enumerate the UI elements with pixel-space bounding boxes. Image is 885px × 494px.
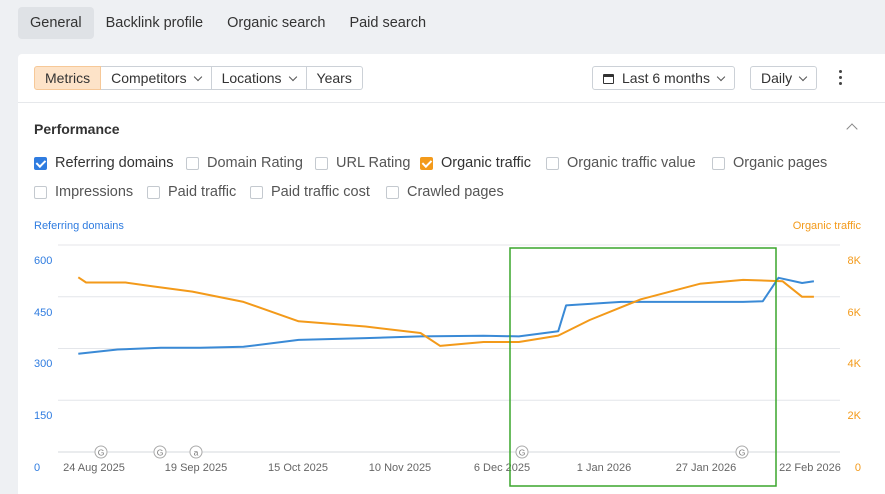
x-tick-label: 15 Oct 2025	[268, 462, 328, 474]
x-tick-label: 27 Jan 2026	[676, 462, 737, 474]
locations-dropdown[interactable]: Locations	[211, 66, 307, 90]
years-label: Years	[316, 70, 352, 86]
chart-toolbar: Metrics Competitors Locations Years Last…	[18, 54, 885, 103]
referring-domains-line	[78, 276, 815, 355]
years-button[interactable]: Years	[306, 66, 363, 90]
checkbox-box[interactable]	[34, 156, 47, 170]
annotation-marker	[189, 445, 203, 459]
tab-organic-search[interactable]: Organic search	[227, 15, 326, 31]
locations-label: Locations	[221, 70, 282, 86]
checkbox-box[interactable]	[546, 156, 559, 170]
checkbox-label: Paid traffic cost	[271, 184, 370, 200]
view-segment-control: Metrics Competitors Locations Years	[34, 66, 363, 90]
x-tick-label: 19 Sep 2025	[165, 462, 227, 474]
left-tick-label: 600	[34, 255, 52, 267]
date-range-dropdown[interactable]: Last 6 months	[592, 66, 735, 90]
competitors-label: Competitors	[111, 70, 187, 86]
x-tick-label: 24 Aug 2025	[63, 462, 125, 474]
annotation-marker	[94, 445, 108, 459]
checkbox-box[interactable]	[147, 185, 160, 199]
left-tick-label: 150	[34, 410, 52, 422]
annotation-marker-label: G	[739, 448, 746, 458]
checkbox-box[interactable]	[386, 185, 399, 199]
checkbox-referring-domains[interactable]: Referring domains	[34, 153, 173, 173]
checkbox-label: Organic pages	[733, 155, 828, 171]
checkbox-label: Impressions	[55, 184, 134, 200]
right-axis-title: Organic traffic	[792, 220, 861, 232]
right-tick-label: 2K	[848, 410, 862, 422]
tab-paid-search[interactable]: Paid search	[349, 15, 427, 31]
x-tick-label: 6 Dec 2025	[474, 462, 530, 474]
checkbox-url-rating[interactable]: URL Rating	[315, 153, 410, 173]
metrics-label: Metrics	[45, 70, 91, 86]
report-tabs: General Backlink profile Organic search …	[18, 7, 438, 39]
x-tick-label: 22 Feb 2026	[779, 462, 841, 474]
right-tick-label: 6K	[848, 307, 862, 319]
checkbox-box[interactable]	[712, 156, 725, 170]
left-tick-label: 300	[34, 358, 52, 370]
checkbox-organic-pages[interactable]: Organic pages	[712, 153, 827, 173]
more-options-icon[interactable]	[839, 70, 843, 86]
annotation-marker-label: G	[98, 448, 105, 458]
checkbox-box[interactable]	[34, 185, 47, 199]
checkbox-label: Organic traffic	[441, 155, 531, 171]
x-tick-label: 1 Jan 2026	[577, 462, 631, 474]
tab-general[interactable]: General	[18, 7, 94, 39]
performance-card: Metrics Competitors Locations Years Last…	[18, 54, 885, 494]
checkbox-label: URL Rating	[336, 155, 411, 171]
checkbox-box[interactable]	[420, 156, 433, 170]
metrics-button[interactable]: Metrics	[34, 66, 102, 90]
checkbox-label: Referring domains	[55, 155, 174, 171]
interval-label: Daily	[761, 70, 793, 86]
checkbox-crawled-pages[interactable]: Crawled pages	[386, 182, 504, 202]
date-range-label: Last 6 months	[622, 70, 710, 86]
checkbox-label: Crawled pages	[407, 184, 504, 200]
annotation-marker	[735, 445, 749, 459]
right-tick-label: 4K	[848, 358, 862, 370]
checkbox-label: Paid traffic	[168, 184, 237, 200]
annotation-marker-label: a	[194, 448, 199, 458]
annotation-marker-label: G	[157, 448, 164, 458]
right-tick-label: 8K	[848, 255, 862, 267]
organic-traffic-line	[77, 276, 814, 347]
interval-dropdown[interactable]: Daily	[750, 66, 818, 90]
checkbox-label: Domain Rating	[207, 155, 303, 171]
annotation-marker	[515, 445, 529, 459]
right-tick-label: 0	[855, 462, 861, 474]
highlight-box	[509, 247, 777, 487]
checkbox-organic-traffic-value[interactable]: Organic traffic value	[546, 153, 696, 173]
checkbox-paid-traffic[interactable]: Paid traffic	[147, 182, 236, 202]
checkbox-box[interactable]	[315, 156, 328, 170]
x-tick-label: 10 Nov 2025	[369, 462, 431, 474]
checkbox-paid-traffic-cost[interactable]: Paid traffic cost	[250, 182, 370, 202]
checkbox-box[interactable]	[250, 185, 263, 199]
checkbox-label: Organic traffic value	[567, 155, 696, 171]
competitors-dropdown[interactable]: Competitors	[101, 66, 212, 90]
section-title: Performance	[34, 121, 120, 137]
checkbox-domain-rating[interactable]: Domain Rating	[186, 153, 303, 173]
left-tick-label: 0	[34, 462, 40, 474]
tab-backlink-profile[interactable]: Backlink profile	[105, 15, 204, 31]
left-tick-label: 450	[34, 307, 52, 319]
left-axis-title: Referring domains	[34, 220, 124, 232]
calendar-icon	[603, 74, 614, 84]
annotation-marker-label: G	[519, 448, 526, 458]
checkbox-impressions[interactable]: Impressions	[34, 182, 133, 202]
checkbox-box[interactable]	[186, 156, 199, 170]
annotation-marker	[153, 445, 167, 459]
checkbox-organic-traffic[interactable]: Organic traffic	[420, 153, 531, 173]
